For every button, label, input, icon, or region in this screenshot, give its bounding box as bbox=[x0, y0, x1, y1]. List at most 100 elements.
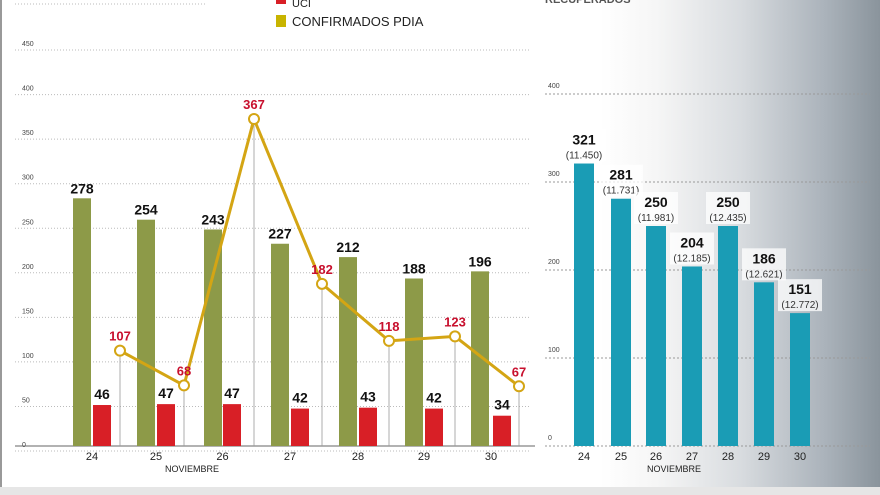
line-point-label: 182 bbox=[311, 262, 333, 277]
recuperados-bar bbox=[718, 226, 738, 446]
line-point bbox=[114, 344, 126, 357]
x-tick-label: 29 bbox=[418, 451, 430, 463]
red-bar bbox=[493, 415, 511, 446]
line-point bbox=[248, 113, 260, 126]
y-tick-label: 300 bbox=[22, 175, 34, 182]
x-tick-label: 28 bbox=[722, 451, 734, 463]
red-bar-label: 34 bbox=[494, 397, 510, 413]
x-tick-label: 24 bbox=[86, 451, 98, 463]
x-tick-label: 24 bbox=[578, 451, 590, 463]
label-backdrop bbox=[778, 279, 822, 312]
cumulative-label: (12.621) bbox=[745, 269, 782, 280]
recuperados-bar-label: 250 bbox=[716, 194, 740, 210]
x-tick-label: 30 bbox=[794, 451, 806, 463]
x-tick-label: 30 bbox=[485, 451, 497, 463]
label-backdrop bbox=[670, 232, 714, 265]
red-bar bbox=[291, 408, 309, 446]
x-tick-label: 25 bbox=[150, 451, 162, 463]
line-point bbox=[449, 330, 461, 343]
green-bar-label: 254 bbox=[134, 202, 158, 218]
y-tick-label: 300 bbox=[548, 171, 560, 178]
y-tick-label: 350 bbox=[22, 130, 34, 137]
x-tick-label: 27 bbox=[284, 451, 296, 463]
y-tick-label: 450 bbox=[22, 41, 34, 48]
cumulative-label: (11.731) bbox=[603, 186, 640, 197]
red-bar bbox=[157, 404, 175, 446]
red-bar-label: 46 bbox=[94, 386, 110, 402]
recuperados-bar-label: 204 bbox=[680, 234, 704, 250]
green-bar bbox=[271, 243, 289, 446]
red-bar-label: 42 bbox=[292, 390, 308, 406]
y-tick-label: 100 bbox=[548, 347, 560, 354]
chart-title-recuperados: RECUPERADOS bbox=[545, 0, 631, 6]
cumulative-label: (12.185) bbox=[673, 253, 710, 264]
green-bar bbox=[73, 198, 91, 446]
recuperados-bar-label: 321 bbox=[572, 132, 596, 148]
y-tick-label: 150 bbox=[22, 308, 34, 315]
green-bar bbox=[137, 219, 155, 446]
red-bar-label: 42 bbox=[426, 390, 442, 406]
legend-swatch-red bbox=[276, 0, 286, 4]
green-bar-label: 188 bbox=[402, 260, 426, 276]
y-tick-label: 50 bbox=[22, 397, 30, 404]
recuperados-bar-label: 151 bbox=[788, 281, 812, 297]
cumulative-label: (11.450) bbox=[566, 151, 603, 162]
red-bar bbox=[93, 405, 111, 446]
line-point-label: 107 bbox=[109, 329, 131, 344]
x-tick-label: 26 bbox=[650, 451, 662, 463]
line-point-label: 367 bbox=[243, 97, 265, 112]
red-bar-label: 47 bbox=[224, 385, 240, 401]
confirmados-line bbox=[119, 114, 520, 388]
y-tick-label: 200 bbox=[22, 264, 34, 271]
line-point bbox=[383, 334, 395, 347]
green-bar bbox=[405, 278, 423, 446]
y-tick-label: 400 bbox=[22, 86, 34, 93]
legend-swatch-confirmados bbox=[276, 15, 286, 27]
x-tick-label: 28 bbox=[352, 451, 364, 463]
cumulative-label: (12.772) bbox=[781, 300, 818, 311]
recuperados-bar-label: 186 bbox=[752, 250, 776, 266]
red-bar bbox=[359, 407, 377, 446]
recuperados-bar bbox=[611, 198, 631, 446]
line-point bbox=[178, 379, 190, 392]
legend-label-uci: UCI bbox=[292, 0, 311, 10]
green-bar-label: 243 bbox=[201, 211, 225, 227]
red-bar bbox=[425, 408, 443, 446]
recuperados-bar bbox=[646, 226, 666, 446]
green-bar-label: 196 bbox=[468, 253, 492, 269]
green-bar-label: 278 bbox=[70, 180, 94, 196]
recuperados-bar bbox=[790, 313, 810, 446]
y-tick-label: 200 bbox=[548, 259, 560, 266]
recuperados-bar-label: 250 bbox=[644, 194, 668, 210]
recuperados-bar-label: 281 bbox=[609, 167, 633, 183]
legend-label-confirmados: CONFIRMADOS PDIA bbox=[292, 14, 424, 29]
green-bar bbox=[471, 271, 489, 446]
x-tick-label: 29 bbox=[758, 451, 770, 463]
left-border bbox=[0, 0, 2, 487]
red-bar-label: 43 bbox=[360, 389, 376, 405]
y-tick-label: 400 bbox=[548, 83, 560, 90]
label-backdrop bbox=[742, 248, 786, 281]
line-point bbox=[513, 380, 525, 393]
cumulative-label: (11.981) bbox=[638, 213, 675, 224]
recuperados-bar bbox=[574, 163, 594, 446]
green-bar-label: 212 bbox=[336, 239, 360, 255]
label-backdrop bbox=[706, 192, 750, 224]
cumulative-label: (12.435) bbox=[709, 213, 746, 224]
x-axis-title: NOVIEMBRE bbox=[165, 464, 219, 474]
red-bar bbox=[223, 404, 241, 446]
line-point bbox=[316, 277, 328, 290]
y-tick-label: 100 bbox=[22, 353, 34, 360]
green-bar-label: 227 bbox=[268, 226, 292, 242]
line-point-label: 118 bbox=[379, 319, 400, 334]
y-tick-label: 0 bbox=[548, 435, 552, 442]
bottom-strip bbox=[0, 487, 880, 495]
line-point-label: 123 bbox=[444, 314, 466, 329]
label-backdrop bbox=[599, 164, 643, 197]
line-point-label: 67 bbox=[512, 364, 526, 379]
green-bar bbox=[339, 257, 357, 446]
label-backdrop bbox=[634, 192, 678, 224]
red-bar-label: 47 bbox=[158, 385, 174, 401]
y-tick-label: 250 bbox=[22, 219, 34, 226]
